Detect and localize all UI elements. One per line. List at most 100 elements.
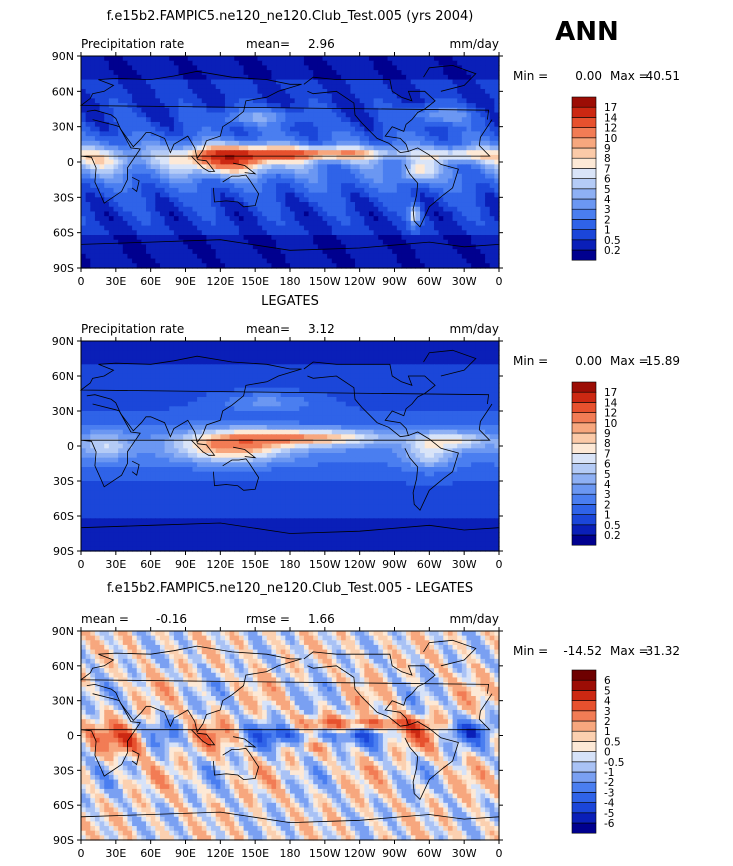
field-cell bbox=[81, 98, 87, 104]
field-cell bbox=[192, 164, 198, 170]
colorbar-swatch bbox=[571, 147, 597, 159]
field-cell bbox=[187, 164, 194, 170]
field-cell bbox=[276, 244, 282, 250]
field-cell bbox=[94, 65, 101, 71]
field-cell bbox=[248, 60, 254, 67]
field-cell bbox=[276, 235, 282, 241]
field-cell bbox=[327, 355, 333, 361]
field-cell bbox=[248, 235, 254, 241]
field-cell bbox=[155, 131, 161, 137]
field-cell bbox=[313, 103, 319, 109]
field-cell bbox=[420, 197, 426, 203]
field-cell bbox=[252, 79, 259, 85]
field-cell bbox=[248, 249, 254, 255]
field-cell bbox=[252, 244, 259, 250]
field-cell bbox=[104, 239, 110, 246]
field-cell bbox=[355, 187, 361, 194]
field-cell bbox=[392, 350, 398, 356]
field-cell bbox=[355, 150, 361, 156]
field-cell bbox=[197, 117, 203, 123]
field-cell bbox=[303, 192, 310, 198]
field-cell bbox=[364, 183, 370, 189]
field-cell bbox=[99, 121, 105, 128]
field-cell bbox=[341, 202, 347, 208]
field-cell bbox=[81, 183, 87, 189]
field-cell bbox=[424, 88, 430, 95]
field-cell bbox=[90, 216, 96, 222]
field-cell bbox=[257, 253, 263, 260]
field-cell bbox=[122, 206, 129, 213]
field-cell bbox=[485, 225, 491, 231]
field-cell bbox=[252, 345, 259, 351]
field-cell bbox=[262, 79, 268, 85]
field-cell bbox=[271, 70, 277, 76]
field-cell bbox=[141, 230, 147, 236]
field-cell bbox=[183, 220, 189, 227]
field-cell bbox=[146, 202, 152, 208]
field-cell bbox=[90, 364, 96, 370]
field-cell bbox=[248, 192, 254, 198]
field-cell bbox=[368, 140, 375, 147]
field-cell bbox=[355, 169, 361, 175]
field-cell bbox=[378, 70, 384, 76]
field-cell bbox=[294, 112, 300, 118]
field-cell bbox=[159, 98, 166, 104]
field-cell bbox=[475, 126, 482, 132]
field-cell bbox=[290, 359, 296, 365]
field-cell bbox=[359, 79, 365, 85]
field-cell bbox=[401, 239, 407, 246]
field-cell bbox=[336, 263, 342, 269]
field-cell bbox=[322, 244, 328, 250]
field-cell bbox=[220, 74, 226, 81]
field-cell bbox=[359, 154, 365, 161]
field-cell bbox=[317, 187, 324, 194]
field-cell bbox=[159, 79, 166, 85]
field-cell bbox=[169, 154, 175, 161]
field-cell bbox=[280, 84, 286, 90]
field-cell bbox=[406, 369, 412, 375]
field-cell bbox=[382, 183, 389, 189]
field-cell bbox=[415, 56, 421, 62]
field-cell bbox=[290, 74, 296, 81]
field-cell bbox=[183, 84, 189, 90]
field-cell bbox=[429, 173, 435, 180]
field-cell bbox=[471, 136, 477, 142]
field-cell bbox=[257, 159, 263, 165]
field-cell bbox=[90, 249, 96, 255]
field-cell bbox=[341, 373, 347, 379]
field-cell bbox=[294, 197, 300, 203]
field-cell bbox=[150, 140, 156, 147]
field-cell bbox=[280, 154, 286, 161]
field-cell bbox=[211, 263, 217, 269]
field-cell bbox=[317, 98, 324, 104]
field-cell bbox=[238, 364, 245, 370]
field-cell bbox=[215, 56, 221, 62]
field-cell bbox=[368, 253, 375, 260]
field-cell bbox=[81, 244, 87, 250]
field-cell bbox=[313, 178, 319, 184]
field-cell bbox=[146, 56, 152, 62]
field-cell bbox=[211, 364, 217, 370]
field-cell bbox=[485, 98, 491, 104]
field-cell bbox=[355, 178, 361, 184]
field-cell bbox=[248, 56, 254, 62]
field-cell bbox=[108, 249, 115, 255]
field-cell bbox=[94, 126, 101, 132]
field-cell bbox=[183, 107, 189, 114]
field-cell bbox=[433, 206, 440, 213]
field-cell bbox=[122, 364, 129, 370]
field-cell bbox=[387, 359, 393, 365]
field-cell bbox=[355, 239, 361, 246]
field-cell bbox=[396, 88, 403, 95]
field-cell bbox=[94, 56, 101, 62]
coastline bbox=[79, 70, 490, 160]
field-cell bbox=[257, 145, 263, 151]
field-cell bbox=[155, 345, 161, 351]
y-tick-label: 90N bbox=[52, 50, 74, 63]
colorbar-swatch bbox=[571, 137, 597, 149]
field-cell bbox=[331, 359, 338, 365]
field-cell bbox=[285, 253, 291, 260]
coastline bbox=[303, 76, 436, 154]
field-cell bbox=[406, 126, 412, 132]
field-cell bbox=[457, 249, 463, 255]
